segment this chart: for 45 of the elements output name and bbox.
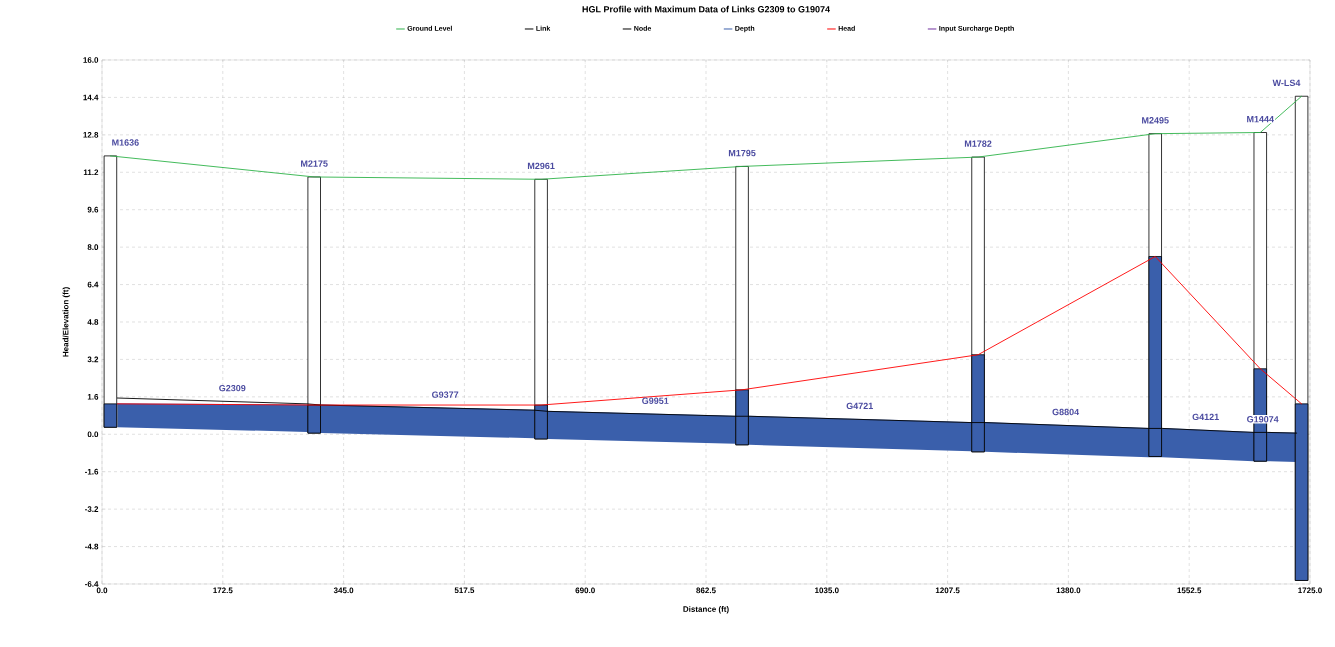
y-tick-label: 6.4: [87, 281, 99, 288]
annotation: G8804: [1052, 408, 1080, 416]
x-tick-label: 1552.5: [1177, 587, 1202, 594]
annotation: G19074: [1247, 416, 1279, 423]
x-tick-label: 1725.0: [1298, 587, 1322, 594]
y-tick-label: 12.8: [83, 132, 99, 138]
annotation: M1636: [112, 139, 139, 146]
annotation: M1444: [1247, 116, 1274, 123]
annotation: W-LS4: [1272, 79, 1301, 87]
y-tick-label: 3.2: [87, 356, 99, 363]
x-tick-label: 517.5: [454, 587, 475, 594]
annotation: G9951: [642, 397, 669, 404]
annotation: M2175: [301, 160, 328, 167]
y-tick-label: 14.4: [83, 94, 99, 101]
y-tick-label: 8.0: [87, 244, 99, 250]
annotation: G2309: [219, 384, 246, 392]
y-tick-label: 4.8: [87, 319, 99, 325]
x-tick-label: 345.0: [333, 587, 354, 594]
line-series: [109, 95, 1303, 180]
x-tick-label: 1380.0: [1056, 587, 1081, 594]
annotation: M2961: [527, 162, 555, 170]
annotation: M1782: [964, 140, 992, 147]
y-tick-label: 1.6: [87, 394, 99, 400]
x-tick-label: 1207.5: [935, 587, 960, 594]
y-axis-title: Head/Elevation (ft): [62, 287, 71, 357]
x-tick-label: 862.5: [696, 587, 716, 594]
x-tick-label: 1035.0: [815, 587, 839, 594]
y-tick-label: -1.6: [85, 468, 99, 475]
annotation: G4721: [846, 402, 873, 410]
annotation: G9377: [432, 391, 459, 398]
y-tick-label: 16.0: [83, 57, 99, 63]
annotation: G4121: [1192, 413, 1219, 421]
chart-title: HGL Profile with Maximum Data of Links G2309 to G19074: [582, 5, 830, 13]
x-tick-label: 690.0: [575, 587, 595, 594]
annotation: M2495: [1142, 117, 1169, 124]
y-tick-label: -6.4: [85, 581, 99, 587]
annotation: M1795: [728, 149, 756, 157]
y-tick-label: -3.2: [85, 506, 99, 512]
x-tick-label: 172.5: [213, 587, 233, 594]
y-tick-label: 9.6: [87, 206, 99, 213]
y-tick-label: 11.2: [83, 169, 99, 176]
x-tick-label: 0.0: [96, 587, 108, 594]
y-tick-label: -4.8: [85, 543, 99, 550]
x-axis-title: Distance (ft): [683, 606, 729, 614]
y-tick-label: 0.0: [87, 431, 99, 438]
